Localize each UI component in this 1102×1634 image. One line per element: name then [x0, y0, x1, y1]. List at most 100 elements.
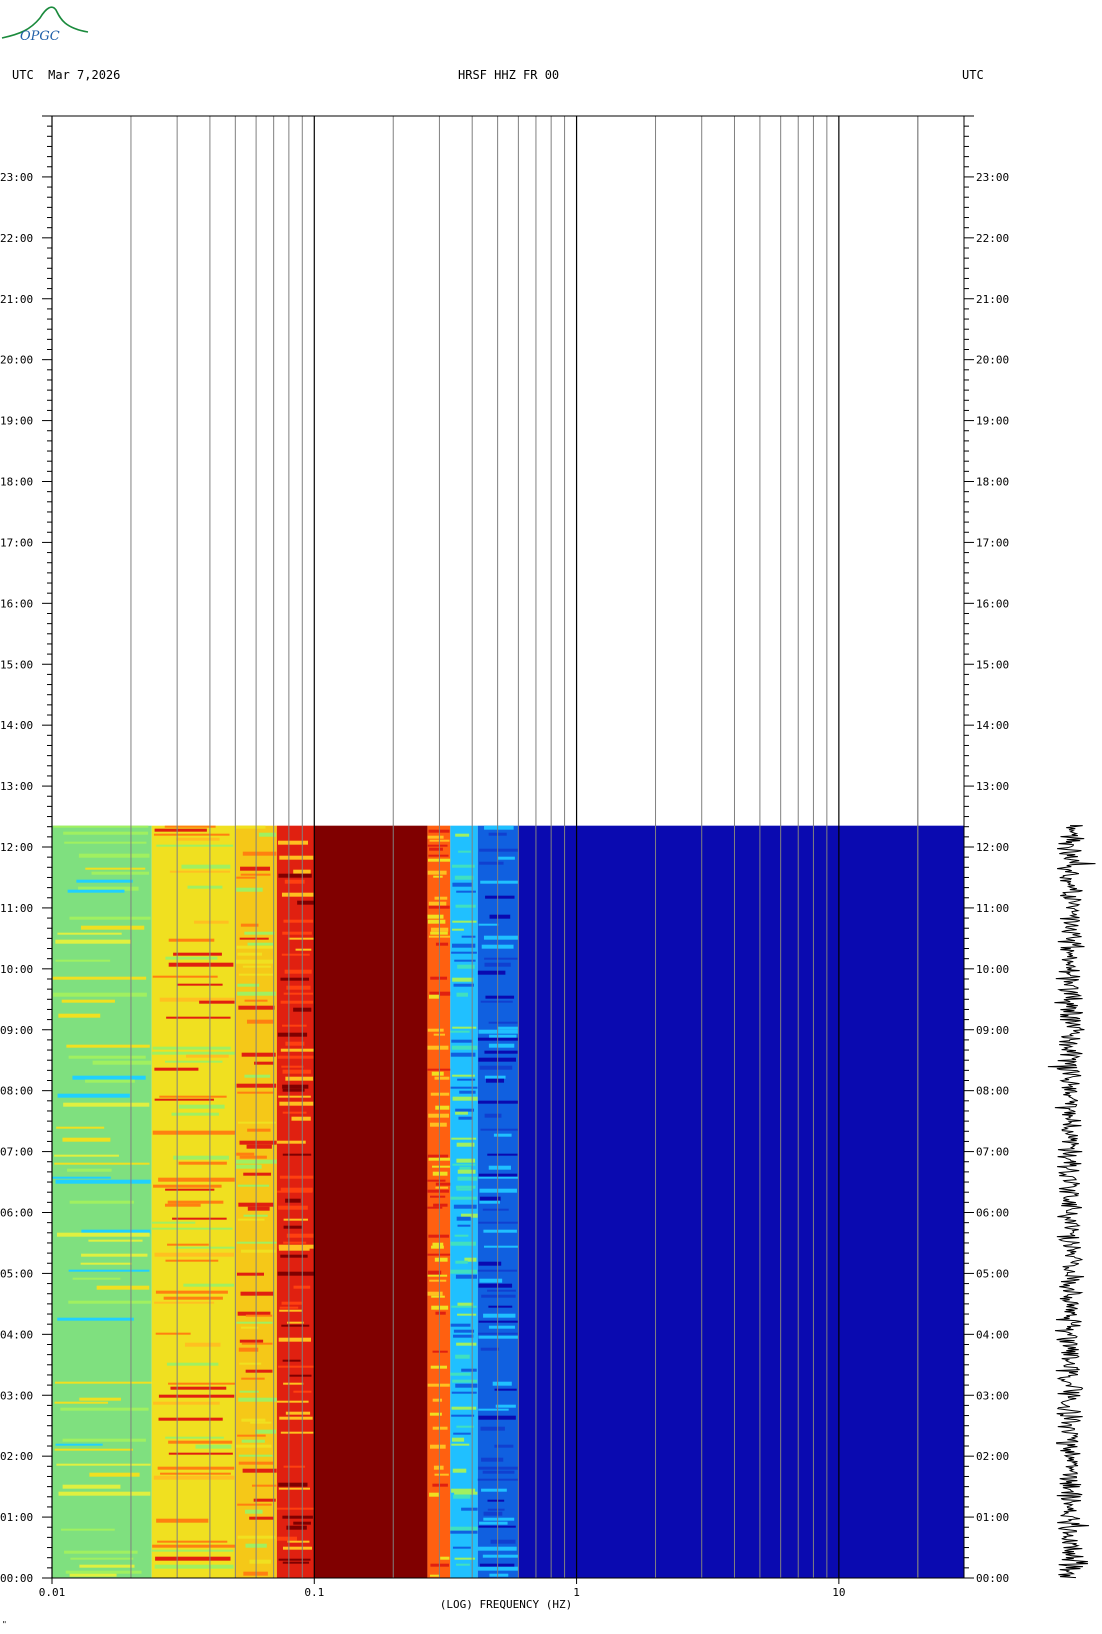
- spectral-streak-413: [452, 1468, 467, 1473]
- spectral-streak-326: [427, 1291, 443, 1296]
- spectral-streak-344: [455, 833, 470, 837]
- y-tick-label-right: 08:00: [976, 1085, 1009, 1098]
- credit-mark: ": [2, 1620, 7, 1629]
- spectral-streak-405: [455, 1383, 478, 1388]
- spectral-streak-305: [428, 1113, 450, 1118]
- spectral-streak-419: [450, 1530, 478, 1534]
- spectral-streak-330: [432, 1350, 448, 1353]
- spectral-streak-411: [451, 1437, 465, 1442]
- spectral-streak-170: [240, 1291, 274, 1296]
- spectral-streak-306: [429, 1122, 447, 1127]
- spectral-streak-167: [236, 1241, 277, 1244]
- spectral-streak-147: [246, 1019, 275, 1024]
- spectral-streak-134: [240, 923, 259, 927]
- spectral-streak-164: [247, 1206, 270, 1211]
- spectral-streak-39: [72, 1277, 121, 1280]
- spectral-streak-71: [165, 956, 218, 960]
- spectral-streak-181: [239, 1390, 259, 1393]
- spectral-streak-319: [432, 1242, 444, 1247]
- spectral-streak-221: [285, 1041, 305, 1046]
- spectral-streak-117: [168, 1452, 233, 1455]
- spectral-streak-374: [451, 1137, 477, 1140]
- spectral-streak-138: [236, 945, 274, 949]
- x-axis-label: (LOG) FREQUENCY (HZ): [440, 1598, 572, 1611]
- spectral-streak-307: [427, 1154, 449, 1158]
- y-tick-label-right: 20:00: [976, 354, 1009, 367]
- spectral-streak-63: [176, 837, 220, 841]
- spectral-streak-389: [450, 1241, 476, 1246]
- spectral-streak-275: [282, 1561, 310, 1564]
- spectral-streak-441: [478, 1029, 518, 1034]
- spectral-streak-42: [57, 1317, 134, 1321]
- spectral-streak-345: [458, 850, 471, 853]
- spectral-streak-94: [164, 1203, 201, 1207]
- spectral-streak-177: [238, 1347, 259, 1352]
- y-tick-label-left: 07:00: [0, 1146, 33, 1159]
- spectral-streak-301: [431, 1071, 444, 1076]
- spectral-streak-249: [281, 1301, 303, 1305]
- spectral-streak-322: [434, 1257, 448, 1262]
- spectral-streak-104: [163, 1296, 223, 1300]
- spectral-streak-238: [285, 1198, 301, 1203]
- spectral-streak-414: [451, 1488, 476, 1493]
- spectral-streak-62: [153, 833, 230, 836]
- spectral-streak-385: [461, 1213, 478, 1218]
- spectral-streak-420: [452, 1546, 471, 1549]
- y-tick-label-right: 03:00: [976, 1389, 1009, 1402]
- spectral-streak-360: [456, 992, 469, 997]
- spectral-streak-312: [435, 1182, 451, 1186]
- spectral-streak-195: [245, 1509, 263, 1514]
- frequency-axis: 0.01 0.1 1 10: [39, 1578, 845, 1599]
- spectral-streak-178: [239, 1362, 262, 1365]
- spectral-streak-182: [238, 1397, 277, 1402]
- y-tick-label-right: 00:00: [976, 1572, 1009, 1585]
- spectral-streak-31: [55, 1179, 151, 1184]
- spectral-streak-242: [286, 1233, 314, 1238]
- spectral-streak-80: [186, 1054, 229, 1058]
- spectral-streak-263: [280, 1431, 314, 1434]
- spectral-streak-281: [428, 854, 449, 857]
- spectral-streak-180: [241, 1377, 265, 1380]
- spectral-streak-325: [429, 1279, 447, 1282]
- spectral-streak-361: [452, 1026, 477, 1029]
- spectral-streak-214: [280, 977, 310, 981]
- spectral-streak-264: [283, 1465, 306, 1468]
- spectral-streak-92: [165, 1188, 215, 1191]
- spectral-streak-462: [478, 1221, 519, 1224]
- spectral-streak-11: [57, 932, 122, 935]
- y-tick-label-right: 23:00: [976, 171, 1009, 184]
- spectral-streak-44: [79, 1397, 121, 1401]
- spectral-streak-216: [283, 992, 314, 995]
- spectral-streak-404: [452, 1379, 478, 1383]
- spectral-streak-257: [289, 1374, 312, 1377]
- spectral-streak-388: [454, 1234, 469, 1237]
- spectral-streak-459: [479, 1196, 501, 1201]
- spectral-streak-379: [457, 1169, 476, 1174]
- spectral-streak-196: [249, 1516, 274, 1520]
- spectral-streak-35: [88, 1239, 143, 1242]
- spectral-streak-95: [172, 1217, 227, 1220]
- spectral-streak-378: [459, 1166, 471, 1171]
- spectral-streak-143: [237, 983, 260, 987]
- spectral-streak-470: [481, 1294, 516, 1298]
- spectral-streak-478: [492, 1381, 512, 1386]
- spectral-streak-393: [455, 1274, 478, 1279]
- spectral-streak-458: [479, 1188, 517, 1193]
- spectral-streak-30: [52, 1176, 111, 1179]
- spectral-streak-501: [489, 1573, 509, 1577]
- spectral-streak-255: [282, 1359, 301, 1362]
- spectral-streak-304: [435, 1105, 450, 1110]
- spectral-streak-176: [241, 1342, 273, 1345]
- spectral-streak-174: [241, 1326, 259, 1329]
- spectral-streak-217: [280, 1000, 314, 1004]
- y-tick-label-left: 14:00: [0, 719, 33, 732]
- spectral-streak-118: [157, 1466, 235, 1470]
- spectral-streak-297: [427, 1028, 444, 1032]
- spectral-streak-365: [450, 1052, 476, 1057]
- spectral-streak-280: [429, 847, 443, 851]
- y-tick-label-right: 10:00: [976, 963, 1009, 976]
- spectral-streak-101: [165, 1259, 219, 1262]
- y-tick-label-right: 02:00: [976, 1450, 1009, 1463]
- spectral-streak-302: [434, 1076, 450, 1080]
- spectral-streak-160: [236, 1164, 262, 1169]
